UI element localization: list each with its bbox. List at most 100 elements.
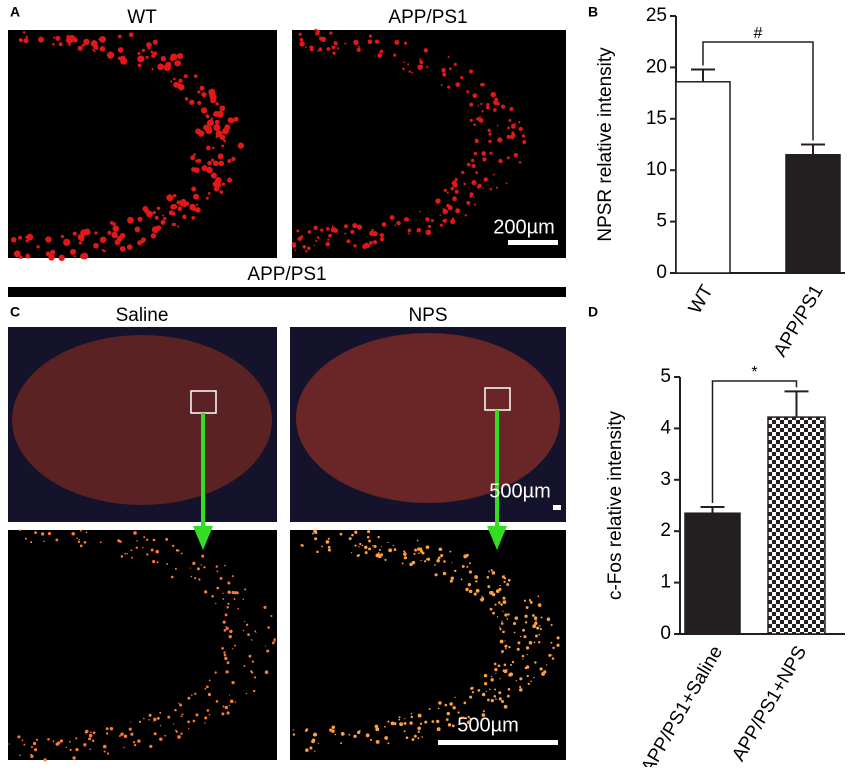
- signal-dot: [18, 235, 23, 240]
- signal-dot: [446, 203, 450, 208]
- signal-dot: [547, 618, 550, 622]
- signal-dot: [469, 102, 474, 107]
- signal-dot: [273, 638, 276, 641]
- signal-dot: [190, 155, 196, 161]
- signal-dot: [130, 549, 133, 552]
- signal-dot: [407, 232, 410, 235]
- signal-dot: [146, 42, 152, 48]
- signal-dot: [485, 690, 487, 693]
- signal-dot: [10, 236, 17, 243]
- signal-dot: [175, 60, 182, 67]
- signal-dot: [226, 711, 230, 715]
- signal-dot: [151, 53, 156, 59]
- signal-dot: [467, 715, 470, 718]
- signal-dot: [502, 610, 504, 612]
- signal-dot: [53, 36, 56, 39]
- signal-dot: [117, 56, 122, 60]
- signal-dot: [489, 607, 493, 611]
- signal-dot: [330, 226, 337, 233]
- signal-dot: [403, 41, 408, 45]
- signal-dot: [187, 696, 191, 700]
- signal-dot: [430, 219, 434, 223]
- signal-dot: [469, 695, 473, 699]
- signal-dot: [195, 207, 201, 213]
- signal-dot: [116, 235, 123, 242]
- signal-dot: [170, 204, 176, 210]
- signal-dot: [85, 729, 89, 734]
- signal-dot: [436, 558, 440, 563]
- signal-dot: [327, 545, 331, 549]
- signal-dot: [216, 586, 220, 590]
- signal-dot: [30, 745, 33, 748]
- signal-dot: [336, 43, 339, 46]
- signal-dot: [506, 694, 510, 698]
- signal-dot: [471, 691, 475, 694]
- signal-dot: [451, 217, 455, 221]
- signal-dot: [111, 231, 118, 239]
- signal-dot: [463, 701, 467, 705]
- signal-dot: [500, 104, 506, 109]
- signal-dot: [438, 701, 442, 705]
- signal-dot: [203, 124, 209, 131]
- signal-dot: [413, 734, 417, 738]
- signal-dot: [431, 720, 435, 723]
- signal-dot: [190, 575, 193, 578]
- signal-dot: [423, 48, 429, 53]
- signal-dot: [456, 209, 458, 212]
- signal-dot: [206, 685, 209, 689]
- signal-dot: [392, 544, 395, 547]
- signal-dot: [313, 225, 318, 231]
- signal-dot: [527, 682, 530, 686]
- signal-dot: [244, 588, 247, 591]
- signal-dot: [222, 598, 225, 600]
- signal-dot: [325, 226, 330, 231]
- signal-dot: [539, 624, 541, 627]
- signal-dot: [205, 196, 209, 200]
- signal-dot: [227, 177, 233, 183]
- signal-dot: [160, 56, 167, 62]
- signal-dot: [481, 597, 485, 601]
- signal-dot: [152, 39, 158, 45]
- signal-dot: [471, 164, 476, 168]
- signal-dot: [154, 215, 159, 220]
- signal-dot: [501, 651, 504, 654]
- signal-dot: [398, 718, 401, 721]
- signal-dot: [106, 752, 110, 755]
- signal-dot: [393, 548, 397, 551]
- signal-dot: [231, 680, 235, 685]
- signal-dot: [199, 85, 205, 91]
- signal-dot: [434, 564, 436, 566]
- signal-dot: [401, 562, 404, 565]
- panel-label: B: [588, 4, 598, 20]
- signal-dot: [189, 203, 196, 211]
- group-label: APP/PS1: [247, 264, 326, 285]
- signal-dot: [473, 123, 476, 126]
- signal-dot: [130, 721, 132, 723]
- signal-dot: [366, 535, 370, 539]
- signal-dot: [505, 647, 507, 650]
- signal-dot: [402, 67, 405, 71]
- signal-dot: [512, 621, 517, 626]
- scale-label: 200µm: [493, 216, 555, 238]
- signal-dot: [502, 596, 506, 600]
- signal-dot: [331, 725, 336, 729]
- signal-dot: [59, 739, 64, 743]
- annotation: #: [754, 25, 763, 42]
- signal-dot: [234, 644, 236, 647]
- signal-dot: [524, 621, 528, 624]
- signal-dot: [521, 134, 526, 138]
- signal-dot: [421, 551, 425, 555]
- signal-dot: [88, 733, 93, 738]
- signal-dot: [449, 550, 452, 553]
- signal-dot: [523, 635, 527, 639]
- signal-dot: [403, 721, 407, 725]
- signal-dot: [435, 198, 441, 204]
- signal-dot: [126, 244, 133, 250]
- signal-dot: [378, 551, 380, 554]
- signal-dot: [510, 135, 515, 140]
- signal-dot: [138, 720, 142, 724]
- signal-dot: [221, 712, 225, 716]
- panel-label: C: [10, 304, 20, 320]
- signal-dot: [487, 700, 489, 702]
- signal-dot: [501, 620, 503, 622]
